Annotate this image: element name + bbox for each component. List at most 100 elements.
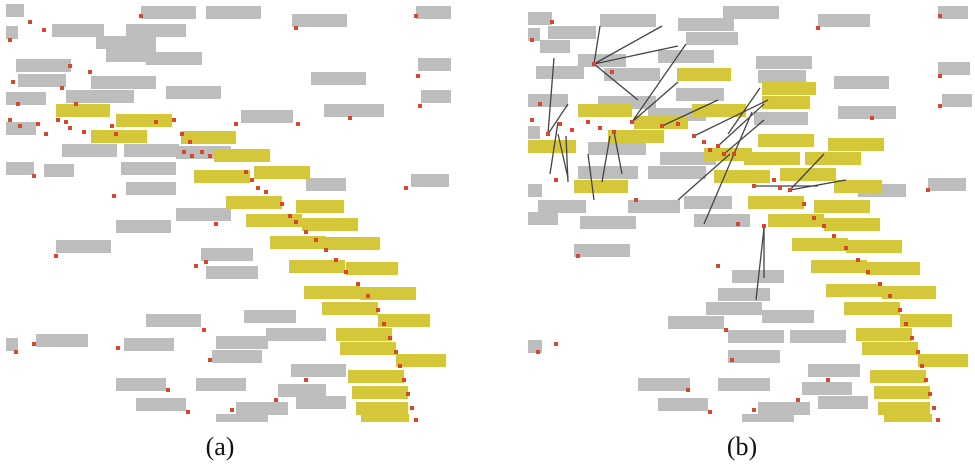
data-point	[244, 170, 248, 174]
label-box	[166, 86, 221, 99]
data-point	[82, 130, 86, 134]
label-box	[44, 164, 74, 177]
data-point	[11, 80, 15, 84]
panel-a-canvas	[6, 4, 451, 422]
label-box	[790, 330, 846, 343]
highlighted-label	[866, 262, 920, 275]
label-box	[574, 244, 630, 257]
data-point	[692, 134, 696, 138]
data-point	[314, 238, 318, 242]
label-box	[216, 336, 268, 349]
data-point	[802, 202, 806, 206]
leader-line	[755, 227, 765, 301]
highlighted-label	[677, 68, 731, 81]
highlighted-label	[226, 196, 282, 209]
label-box	[52, 24, 104, 37]
leader-line	[613, 131, 623, 175]
label-box	[36, 334, 88, 347]
label-box	[292, 14, 347, 27]
data-point	[936, 418, 940, 422]
label-box	[528, 12, 552, 25]
data-point	[68, 126, 72, 130]
label-box	[6, 26, 18, 39]
label-box	[802, 382, 852, 395]
label-box	[528, 28, 540, 41]
label-box	[6, 338, 18, 351]
highlighted-label	[758, 134, 814, 147]
highlighted-label	[714, 170, 770, 183]
label-box	[91, 76, 156, 89]
label-box	[742, 414, 794, 422]
data-point	[294, 26, 298, 30]
data-point	[550, 20, 554, 24]
label-box	[684, 196, 732, 209]
label-box	[66, 90, 134, 103]
data-point	[414, 418, 418, 422]
data-point	[938, 14, 942, 18]
label-box	[6, 92, 46, 105]
leader-line	[631, 81, 679, 123]
data-point	[36, 122, 40, 126]
data-point	[416, 74, 420, 78]
label-box	[754, 112, 808, 125]
label-box	[421, 90, 451, 103]
data-point	[388, 336, 392, 340]
data-point	[634, 198, 638, 202]
data-point	[822, 224, 826, 228]
data-point	[208, 358, 212, 362]
label-box	[196, 378, 246, 391]
data-point	[44, 132, 48, 136]
data-point	[722, 152, 726, 156]
data-point	[752, 408, 756, 412]
data-point	[546, 132, 550, 136]
label-box	[6, 4, 24, 17]
label-box	[126, 24, 186, 37]
label-box	[756, 56, 812, 69]
label-box	[216, 414, 268, 422]
label-box	[176, 208, 231, 221]
leader-line	[717, 103, 765, 147]
panel-b	[528, 4, 973, 422]
data-point	[932, 406, 936, 410]
highlighted-label	[748, 196, 804, 209]
highlighted-label	[824, 218, 880, 231]
data-point	[166, 388, 170, 392]
highlighted-label	[361, 414, 409, 422]
data-point	[230, 408, 234, 412]
label-box	[718, 288, 770, 301]
panel-b-canvas	[528, 6, 972, 422]
data-point	[394, 350, 398, 354]
label-box	[668, 316, 724, 329]
data-point	[816, 26, 820, 30]
label-box	[201, 248, 253, 261]
data-point	[554, 342, 558, 346]
data-point	[538, 102, 542, 106]
label-box	[838, 106, 896, 119]
label-box	[818, 396, 868, 409]
data-point	[676, 122, 680, 126]
leader-line	[703, 111, 753, 225]
label-box	[96, 36, 156, 49]
label-box	[18, 74, 66, 87]
data-point	[888, 294, 892, 298]
panel-a	[6, 4, 451, 422]
label-box	[416, 6, 451, 19]
data-point	[414, 14, 418, 18]
highlighted-label	[336, 328, 392, 341]
highlighted-label	[348, 370, 404, 383]
data-point	[772, 178, 776, 182]
highlighted-label	[844, 302, 900, 315]
label-box	[600, 14, 656, 27]
data-point	[686, 388, 690, 392]
leader-line	[593, 25, 663, 65]
label-box	[648, 166, 706, 179]
data-point	[214, 222, 218, 226]
data-point	[716, 144, 720, 148]
data-point	[586, 120, 590, 124]
leader-line	[789, 179, 847, 191]
highlighted-label	[194, 170, 250, 183]
data-point	[554, 178, 558, 182]
leader-line	[631, 43, 687, 123]
data-point	[612, 130, 616, 134]
data-point	[172, 118, 176, 122]
